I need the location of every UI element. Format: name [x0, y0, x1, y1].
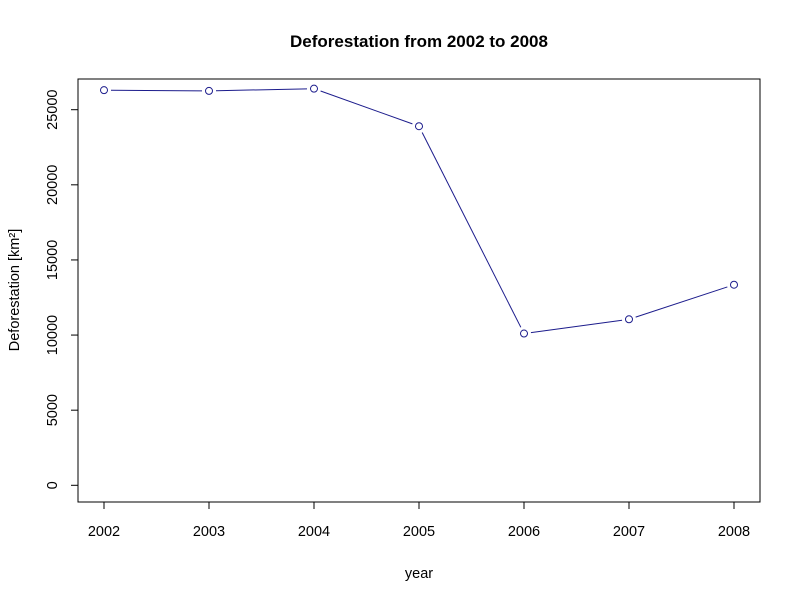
y-axis-label: Deforestation [km²] [7, 229, 23, 352]
x-tick-label: 2006 [508, 524, 540, 540]
plot-area-border [77, 78, 761, 503]
x-axis: 2002 2003 2004 2005 2006 2007 2008 [88, 501, 750, 540]
x-axis-label: year [405, 566, 433, 582]
data-point-marker [730, 280, 738, 289]
data-point-marker [100, 86, 108, 95]
y-tick-label: 0 [45, 481, 61, 489]
data-point-marker [205, 86, 213, 95]
x-tick-label: 2002 [88, 524, 120, 540]
y-tick-label: 20000 [45, 165, 61, 205]
data-point-marker [310, 84, 318, 93]
y-tick-label: 15000 [45, 240, 61, 280]
series-line-segment [530, 319, 623, 334]
data-point-marker [520, 329, 528, 338]
series-line-segment [215, 88, 308, 92]
y-tick-label: 10000 [45, 315, 61, 355]
x-tick-label: 2004 [298, 524, 330, 540]
y-tick-label: 25000 [45, 90, 61, 130]
series-line-segment [110, 89, 203, 92]
x-tick-label: 2003 [193, 524, 225, 540]
data-series [100, 84, 738, 338]
series-line-segment [320, 90, 413, 125]
x-tick-label: 2008 [718, 524, 750, 540]
data-point-marker [415, 122, 423, 131]
series-line-segment [635, 286, 728, 318]
x-tick-label: 2005 [403, 524, 435, 540]
chart-title: Deforestation from 2002 to 2008 [290, 32, 548, 51]
x-tick-label: 2007 [613, 524, 645, 540]
data-point-marker [625, 315, 633, 324]
y-tick-label: 5000 [45, 394, 61, 426]
series-line-segment [421, 132, 522, 328]
y-axis: 0 5000 10000 15000 20000 25000 [45, 90, 79, 489]
